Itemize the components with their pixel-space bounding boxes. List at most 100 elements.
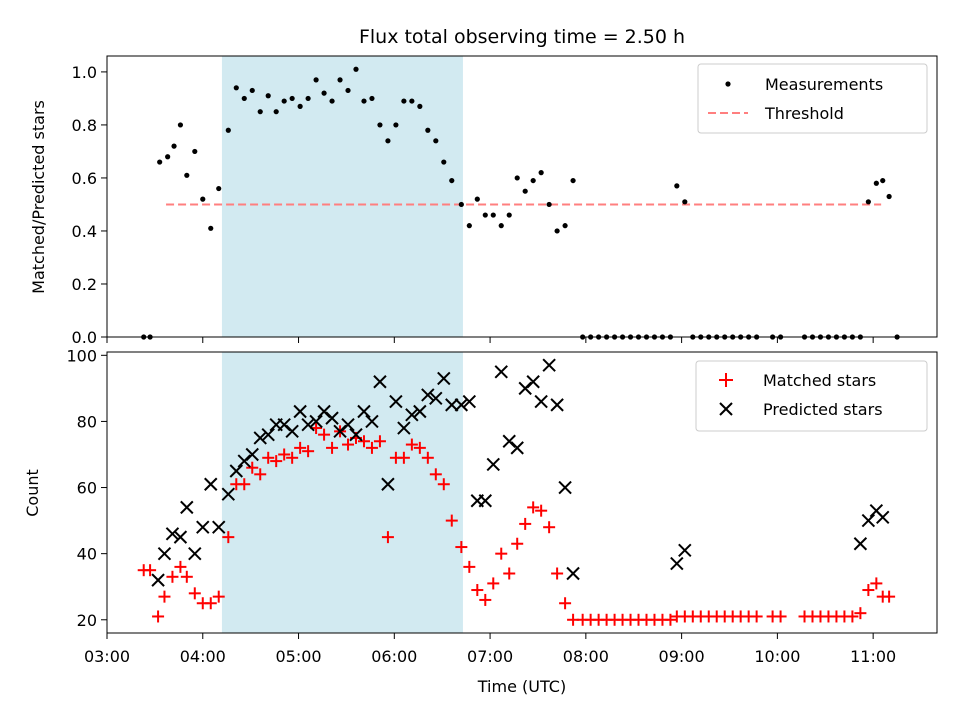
- measurement-point: [265, 93, 271, 99]
- predicted-stars-points: [151, 358, 890, 587]
- predicted-star-point: [173, 530, 188, 544]
- bottom-y-tick-label: 100: [66, 346, 97, 365]
- matched-star-point: [471, 584, 484, 597]
- predicted-star-point: [341, 418, 355, 432]
- matched-star-point: [357, 435, 370, 448]
- measurement-point: [873, 180, 879, 186]
- measurement-point: [530, 177, 536, 184]
- matched-star-point: [862, 584, 875, 597]
- measurement-point: [474, 196, 480, 202]
- x-tick-label: 03:00: [84, 647, 130, 666]
- matched-star-point: [262, 451, 275, 464]
- measurement-point: [865, 199, 871, 205]
- predicted-star-point: [365, 414, 379, 429]
- top-y-tick-label: 0.4: [72, 222, 97, 241]
- measurement-point: [329, 98, 335, 104]
- measurement-point: [345, 87, 351, 94]
- x-tick-label: 09:00: [659, 647, 705, 666]
- measurement-point: [225, 127, 231, 133]
- predicted-star-point: [285, 424, 299, 439]
- matched-star-point: [503, 567, 516, 580]
- measurement-point: [337, 77, 343, 83]
- top-y-tick-label: 0.8: [72, 116, 97, 135]
- predicted-star-point: [293, 404, 307, 419]
- predicted-star-point: [550, 398, 564, 412]
- predicted-star-point: [670, 556, 684, 571]
- matched-star-point: [750, 610, 763, 623]
- measurement-point: [449, 177, 455, 184]
- measurement-point: [361, 98, 367, 104]
- predicted-star-point: [526, 375, 540, 389]
- predicted-star-point: [196, 520, 210, 534]
- measurement-points: [141, 66, 900, 340]
- predicted-star-point: [151, 573, 165, 587]
- measurement-point: [441, 159, 447, 165]
- measurement-point: [165, 154, 171, 160]
- matched-stars-points: [137, 422, 896, 626]
- measurement-point: [674, 183, 680, 189]
- predicted-star-point: [510, 441, 524, 455]
- matched-star-point: [535, 504, 548, 517]
- legend-matched-label: Matched stars: [763, 371, 876, 390]
- predicted-star-point: [534, 394, 548, 409]
- predicted-star-point: [421, 388, 435, 402]
- top-highlight-span: [221, 56, 463, 337]
- measurement-point: [257, 109, 263, 115]
- matched-star-point: [543, 521, 556, 534]
- measurement-point: [514, 175, 520, 181]
- matched-star-point: [180, 570, 193, 583]
- predicted-star-point: [180, 500, 194, 515]
- predicted-star-point: [204, 477, 218, 491]
- matched-star-point: [166, 570, 179, 583]
- matched-star-point: [463, 560, 476, 573]
- measurement-point: [401, 98, 407, 104]
- measurement-point: [554, 228, 560, 234]
- matched-star-point: [854, 607, 867, 620]
- top-y-axis-ticks: 0.0 0.2 0.4 0.6 0.8 1.0: [72, 63, 107, 347]
- predicted-star-point: [229, 464, 243, 478]
- predicted-star-point: [157, 546, 172, 561]
- measurement-point: [409, 98, 415, 104]
- measurement-point: [880, 177, 886, 184]
- measurement-point: [490, 212, 496, 218]
- measurement-point: [546, 201, 552, 208]
- matched-star-point: [511, 537, 524, 550]
- matched-star-point: [437, 478, 450, 491]
- predicted-star-point: [373, 375, 387, 389]
- matched-star-point: [302, 445, 315, 458]
- measurement-point: [538, 170, 544, 176]
- top-y-tick-label: 0.6: [72, 169, 97, 188]
- matched-star-point: [487, 577, 500, 590]
- measurement-point: [482, 212, 488, 218]
- predicted-star-point: [165, 527, 180, 541]
- measurement-point: [216, 185, 222, 192]
- predicted-star-point: [413, 404, 427, 419]
- matched-star-point: [294, 441, 307, 454]
- matched-star-point: [144, 564, 157, 577]
- x-tick-label: 08:00: [563, 647, 609, 666]
- predicted-star-point: [301, 418, 315, 432]
- matched-star-point: [174, 560, 187, 573]
- matched-star-point: [413, 441, 426, 454]
- measurement-point: [157, 159, 163, 165]
- matched-star-point: [397, 451, 410, 464]
- top-y-tick-label: 0.0: [72, 328, 97, 347]
- top-panel: 0.0 0.2 0.4 0.6 0.8 1.0 Matched/Predicted sta…: [29, 55, 938, 347]
- measurement-point: [192, 148, 198, 155]
- measurement-point: [297, 103, 303, 109]
- chart-title: Flux total observing time = 2.50 h: [359, 26, 685, 48]
- predicted-star-point: [349, 427, 363, 442]
- matched-star-point: [455, 541, 468, 554]
- measurement-point: [385, 138, 391, 144]
- measurement-point: [458, 201, 464, 208]
- bottom-y-tick-label: 60: [77, 479, 97, 498]
- matched-star-point: [188, 587, 201, 600]
- measurement-point: [562, 223, 568, 229]
- top-y-axis-label: Matched/Predicted stars: [29, 100, 48, 294]
- top-y-tick-label: 1.0: [72, 63, 97, 82]
- measurement-point: [466, 223, 472, 229]
- top-x-axis-ticks: [106, 337, 874, 343]
- predicted-star-point: [325, 411, 339, 425]
- legend-matched-marker: [719, 373, 733, 387]
- top-legend: Measurements Threshold: [697, 63, 928, 134]
